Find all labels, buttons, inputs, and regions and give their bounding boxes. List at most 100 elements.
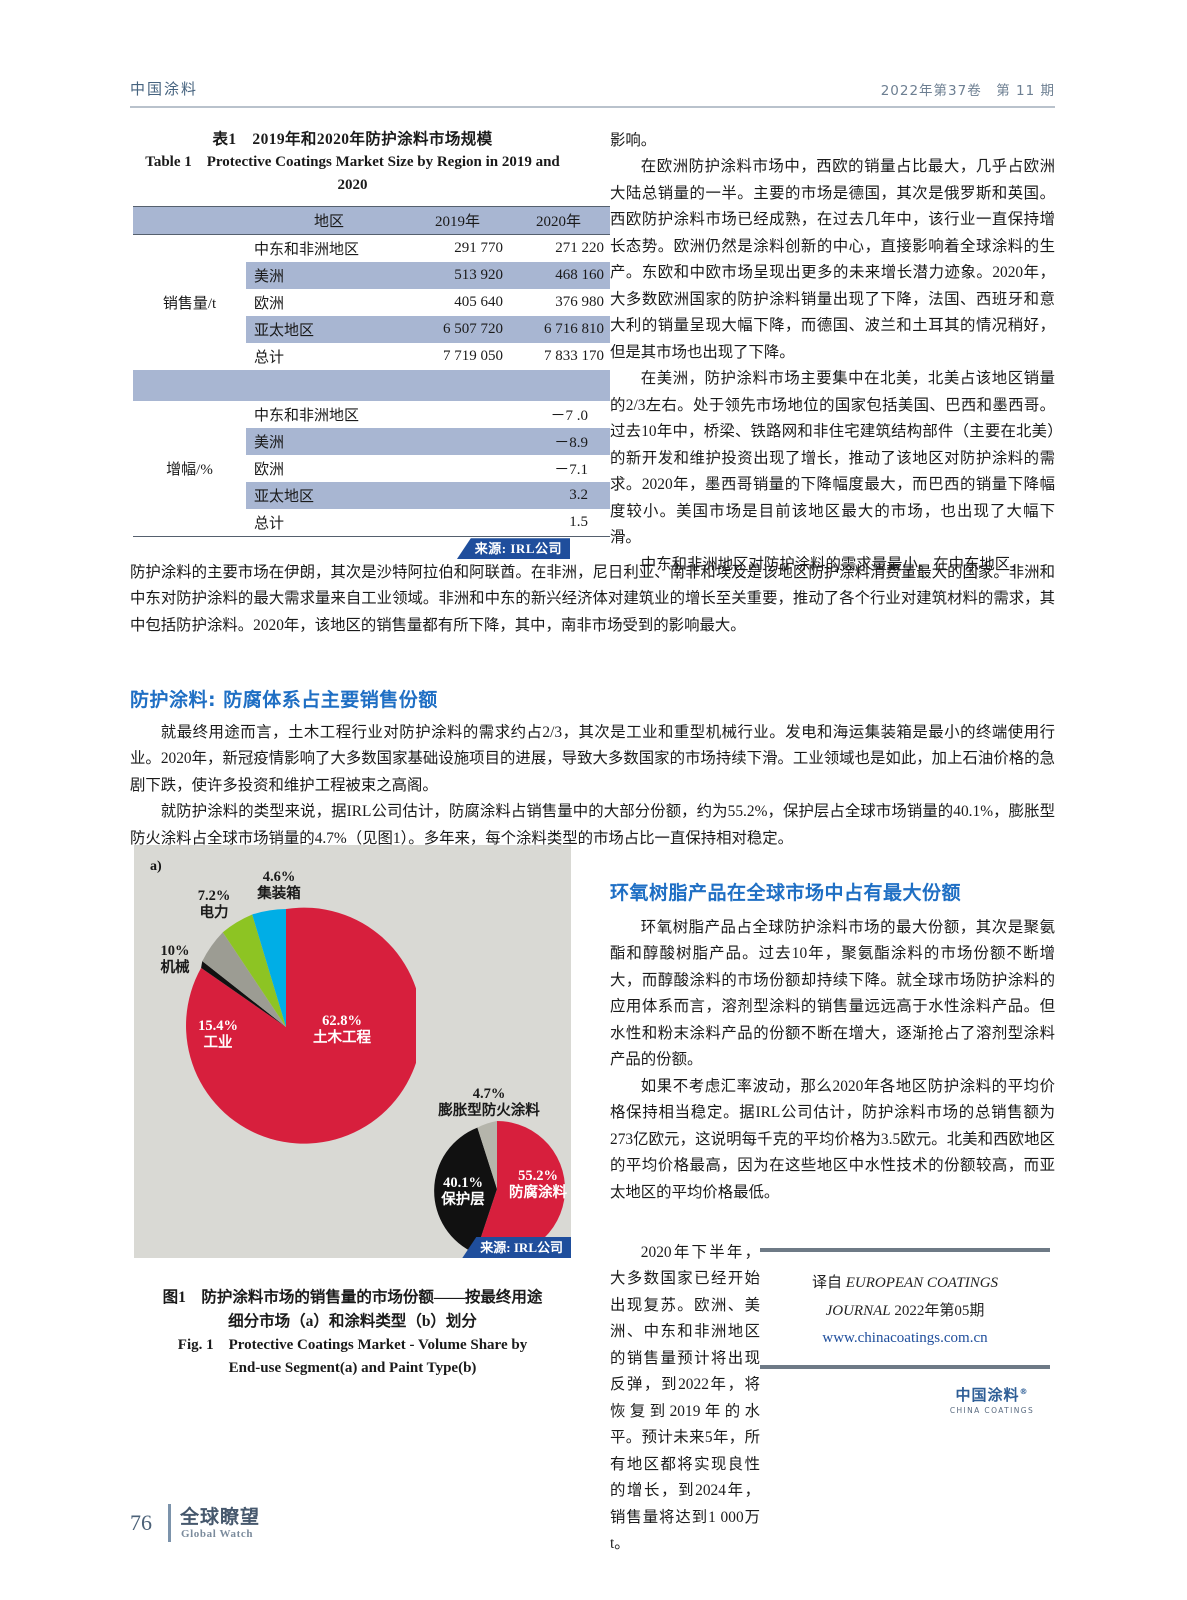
table-row: 亚太地区 3.2 (133, 482, 610, 510)
cell-2019: 513 920 (408, 262, 509, 290)
srcbox-line-2: JOURNAL 2022年第05期 (760, 1298, 1050, 1326)
figure-caption-en-1: Fig. 1 Protective Coatings Market - Volu… (177, 1337, 528, 1354)
table-row: 美洲 513 920 468 160 (133, 262, 610, 290)
paragraph-coating-types: 就防护涂料的类型来说，据IRL公司估计，防腐涂料占销售量中的大部分份额，约为55… (130, 803, 1055, 847)
srcbox-url[interactable]: www.chinacoatings.com.cn (822, 1329, 988, 1346)
figure-caption: 图1 防护涂料市场的销售量的市场份额——按最终用途 细分市场（a）和涂料类型（b… (130, 1286, 575, 1381)
pie-b-label-protective: 40.1% 保护层 (441, 1175, 485, 1209)
pie-a-label-civil: 62.8% 土木工程 (313, 1013, 371, 1047)
figure-caption-cn-1: 图1 防护涂料市场的销售量的市场份额——按最终用途 (162, 1289, 543, 1306)
figure-caption-en-2: End-use Segment(a) and Paint Type(b) (228, 1360, 477, 1377)
pie-b-slice-protective (434, 1127, 497, 1254)
table-row: 销售量/t 中东和非洲地区 291 770 271 220 (133, 234, 610, 371)
figure-caption-cn-2: 细分市场（a）和涂料类型（b）划分 (228, 1313, 477, 1331)
left-column: 表1 2019年和2020年防护涂料市场规模 Table 1 Protectiv… (130, 128, 610, 560)
cell-region: 亚太地区 (246, 482, 408, 510)
cell-growth: 3.2 (408, 482, 610, 510)
issue-info: 2022年第37卷 第 11 期 (880, 83, 1055, 99)
table-caption-en: Table 1 Protective Coatings Market Size … (145, 154, 560, 193)
table-header-region: 地区 (246, 206, 408, 235)
page-number: 76 (130, 1510, 152, 1535)
table-row: 欧洲 405 640 376 980 (133, 289, 610, 316)
group-label-volume: 销售量/t (133, 234, 246, 371)
section-heading-epoxy: 环氧树脂产品在全球市场中占有最大份额 (610, 882, 962, 904)
table-row: 亚太地区 6 507 720 6 716 810 (133, 316, 610, 344)
srcbox-bottom-rule (760, 1364, 1050, 1369)
paragraph-pricing: 如果不考虑汇率波动，那么2020年各地区防护涂料的平均价格保持相当稳定。据IRL… (610, 1077, 1055, 1201)
srcbox-issue: 2022年第05期 (890, 1302, 985, 1319)
paragraph-recovery: 2020年下半年，大多数国家已经开始出现复苏。欧洲、美洲、中东和非洲地区的销售量… (610, 1244, 760, 1553)
cell-region: 美洲 (246, 262, 408, 290)
table-header-2020: 2020年 (509, 206, 610, 235)
pie-a-slice-industry (201, 961, 286, 1027)
table-source-ribbon: 来源: IRL公司 (133, 538, 570, 560)
table-header-2019: 2019年 (408, 206, 509, 235)
cell-2020: 376 980 (555, 294, 604, 311)
footer-divider (168, 1504, 171, 1542)
cell-region: 总计 (254, 516, 285, 533)
pie-b-label-intumescent: 4.7% 膨胀型防火涂料 (438, 1086, 540, 1120)
right-column-bottom: 环氧树脂产品在全球市场中占有最大份额 环氧树脂产品占全球防护涂料市场的最大份额，… (610, 878, 1055, 1206)
cell-2020: 7 833 170 (544, 348, 604, 365)
table-caption: 表1 2019年和2020年防护涂料市场规模 Table 1 Protectiv… (130, 128, 575, 196)
paragraph-impact: 影响。 (610, 132, 657, 149)
pie-a-slice-power (222, 914, 286, 1027)
section-1-body: 就最终用途而言，土木工程行业对防护涂料的需求约占2/3，其次是工业和重型机械行业… (130, 720, 1055, 852)
table-source-label: 来源: IRL公司 (456, 538, 570, 560)
table-caption-cn: 表1 2019年和2020年防护涂料市场规模 (212, 131, 493, 148)
pie-a-label-machinery: 10% 机械 (160, 943, 190, 977)
srcbox-line-1: 译自 EUROPEAN COATINGS (760, 1270, 1050, 1298)
pie-a-label-container: 4.6% 集装箱 (257, 869, 301, 903)
table-row: 总计 1.5 (133, 509, 610, 537)
pie-a-slice-container (252, 909, 286, 1027)
cell-2020: 6 716 810 (509, 316, 610, 344)
paragraph-mea-body: 防护涂料的主要市场在伊朗，其次是沙特阿拉伯和阿联酋。在非洲，尼日利亚、南非和埃及… (130, 564, 1055, 634)
logo-cn: 中国涂料® (955, 1386, 1029, 1404)
paragraph-mea-head: 中东和非洲地区对防护涂料的需求量最小。在中东地区， (640, 555, 1026, 573)
srcbox-journal-name: EUROPEAN COATINGS (845, 1275, 999, 1291)
srcbox-top-rule (760, 1248, 1050, 1252)
cell-region: 中东和非洲地区 (254, 408, 360, 425)
pie-b-slice-anticorrosion (475, 1121, 566, 1257)
cell-2020: 468 160 (509, 262, 610, 290)
cell-2019: 405 640 (454, 294, 503, 311)
cell-growth: －8.9 (408, 428, 610, 456)
pie-a-slice-machinery (202, 932, 286, 1027)
cell-2019: 6 507 720 (408, 316, 509, 344)
china-coatings-logo: 中国涂料® CHINA COATINGS (932, 1384, 1052, 1415)
pie-a-label-power: 7.2% 电力 (197, 888, 231, 922)
pie-chart-end-use (186, 907, 416, 1144)
cell-region: 亚太地区 (246, 316, 408, 344)
group-label-growth: 增幅/% (133, 401, 246, 537)
table-row: 增幅/% 中东和非洲地区 －7 .0 (133, 401, 610, 537)
pie-chart-paint-type (434, 1121, 566, 1257)
srcbox-prefix: 译自 (811, 1275, 846, 1291)
pie-b-slice-intumescent (477, 1121, 497, 1189)
paragraph-mea-body-wrap: 防护涂料的主要市场在伊朗，其次是沙特阿拉伯和阿联酋。在非洲，尼日利亚、南非和埃及… (130, 560, 1055, 639)
paragraph-recovery-wrap: 2020年下半年，大多数国家已经开始出现复苏。欧洲、美洲、中东和非洲地区的销售量… (610, 1240, 760, 1558)
paragraph-americas: 在美洲，防护涂料市场主要集中在北美，北美占该地区销量的2/3左右。处于领先市场地… (610, 370, 1055, 547)
figure-1-panel: a) b) 4.6% 集装箱 7.2% 电力 10% 机械 (134, 845, 571, 1258)
section-1: 防护涂料: 防腐体系占主要销售份额 (130, 685, 1055, 712)
table-row: 欧洲 －7.1 (133, 455, 610, 482)
table-header-row: 地区 2019年 2020年 (133, 206, 610, 235)
translation-source-box: 译自 EUROPEAN COATINGS JOURNAL 2022年第05期 w… (760, 1248, 1050, 1369)
cell-2019: 291 770 (454, 240, 503, 257)
cell-growth: 1.5 (569, 514, 588, 531)
cell-region: 中东和非洲地区 (254, 242, 360, 259)
paragraph-end-use: 就最终用途而言，土木工程行业对防护涂料的需求约占2/3，其次是工业和重型机械行业… (130, 724, 1055, 794)
journal-name: 中国涂料 (130, 80, 199, 98)
panel-a-label: a) (150, 859, 162, 874)
cell-2019: 7 719 050 (443, 348, 503, 365)
cell-region: 欧洲 (254, 462, 285, 479)
footer-section-cn: 全球瞭望 (180, 1506, 261, 1528)
cell-region: 美洲 (246, 428, 408, 456)
cell-growth: －7 .0 (550, 408, 588, 425)
running-head: 中国涂料 2022年第37卷 第 11 期 (130, 78, 1055, 112)
cell-growth: －7.1 (554, 462, 588, 479)
header-divider (130, 106, 1055, 108)
paragraph-europe: 在欧洲防护涂料市场中，西欧的销量占比最大，几乎占欧洲大陆总销量的一半。主要的市场… (610, 158, 1055, 361)
table-header-blank (133, 206, 246, 235)
srcbox-journal-word: JOURNAL (825, 1302, 891, 1319)
